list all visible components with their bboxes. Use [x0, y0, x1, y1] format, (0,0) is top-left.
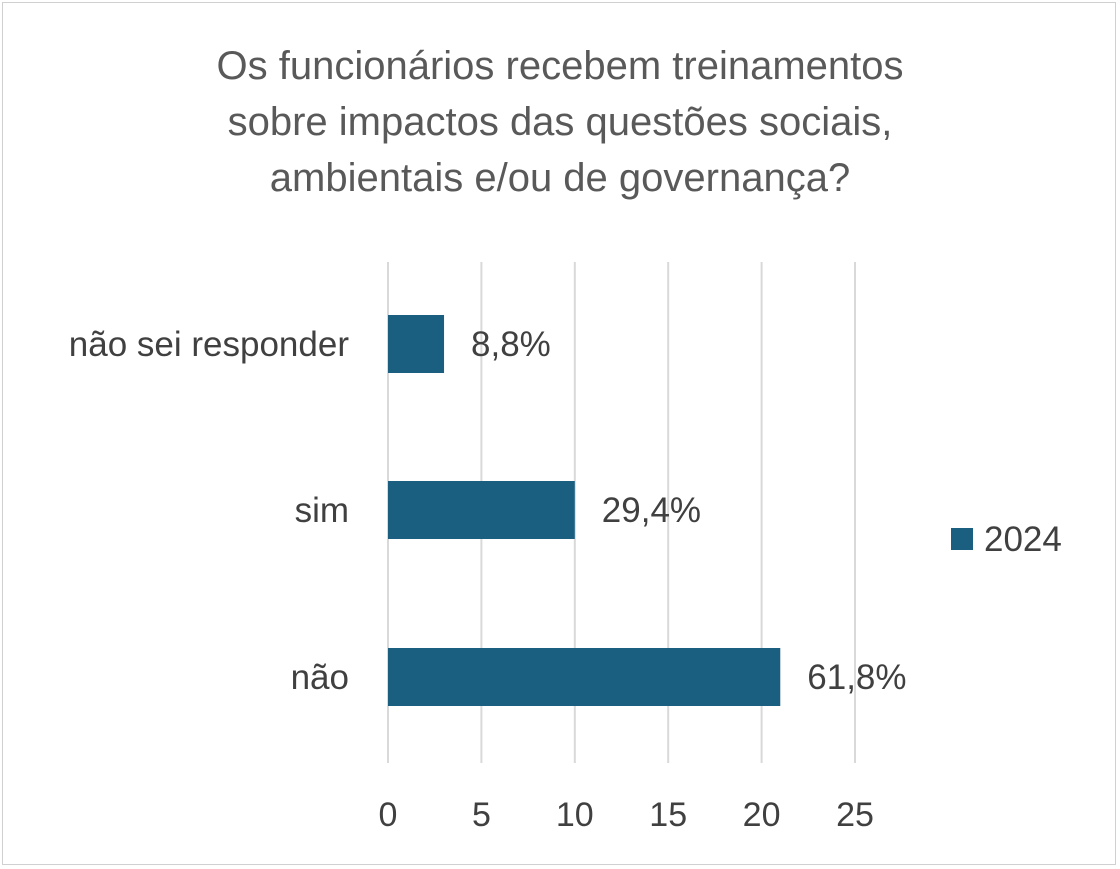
data-label-2: 61,8%	[807, 658, 906, 697]
chart-title: Os funcionários recebem treinamentos sob…	[0, 38, 1120, 206]
x-tick-label-0: 0	[379, 796, 398, 834]
bar-0	[388, 315, 445, 373]
category-label-0: não sei responder	[69, 325, 350, 364]
data-label-1: 29,4%	[602, 491, 701, 530]
bars	[388, 315, 781, 706]
category-label-2: não	[291, 658, 349, 697]
chart-title-line-2: sobre impactos das questões sociais,	[227, 100, 893, 144]
x-tick-label-15: 15	[649, 796, 687, 834]
chart-title-line-3: ambientais e/ou de governança?	[269, 156, 851, 200]
data-label-0: 8,8%	[471, 325, 551, 364]
chart-title-line-1: Os funcionários recebem treinamentos	[216, 44, 904, 88]
x-tick-label-5: 5	[472, 796, 491, 834]
category-label-1: sim	[295, 491, 349, 530]
bar-1	[388, 481, 575, 539]
legend-label: 2024	[984, 520, 1062, 559]
x-tick-label-20: 20	[743, 796, 781, 834]
legend: 2024	[951, 520, 1062, 559]
bar-2	[388, 648, 781, 706]
labels: 0 5 10 15 20 25 não sei responder 8,8% sim 29,4% n…	[69, 325, 907, 834]
x-tick-label-10: 10	[556, 796, 594, 834]
x-tick-label-25: 25	[836, 796, 874, 834]
legend-swatch	[951, 528, 973, 550]
